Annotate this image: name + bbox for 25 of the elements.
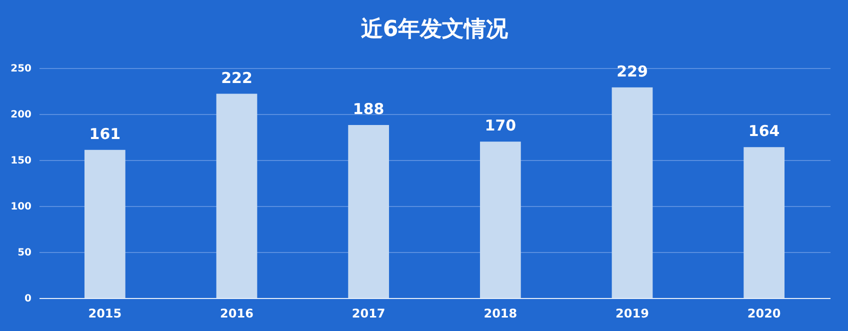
- data-label: 188: [352, 100, 384, 118]
- data-label: 229: [616, 62, 648, 80]
- data-label: 222: [221, 68, 252, 87]
- x-tick-label: 2017: [352, 306, 386, 320]
- y-tick-label: 100: [10, 202, 32, 212]
- x-tick-label: 2016: [220, 306, 254, 320]
- x-tick-label: 2015: [88, 306, 122, 320]
- bar: [612, 87, 653, 298]
- bar: [84, 150, 126, 298]
- data-label: 161: [89, 124, 121, 143]
- y-tick-label: 150: [10, 156, 32, 166]
- y-tick-label: 250: [10, 64, 32, 74]
- bar: [348, 125, 390, 298]
- bar: [480, 142, 521, 298]
- chart-title: 近6年发文情况: [360, 16, 510, 42]
- y-tick-label: 200: [10, 110, 32, 120]
- x-tick-label: 2018: [484, 306, 518, 320]
- data-label: 170: [484, 116, 516, 135]
- x-tick-label: 2020: [747, 306, 781, 320]
- x-tick-label: 2019: [616, 306, 649, 320]
- bar: [216, 94, 258, 298]
- data-label: 164: [748, 122, 780, 140]
- y-tick-label: 0: [24, 294, 32, 304]
- bar: [744, 147, 785, 298]
- y-tick-label: 50: [18, 248, 32, 258]
